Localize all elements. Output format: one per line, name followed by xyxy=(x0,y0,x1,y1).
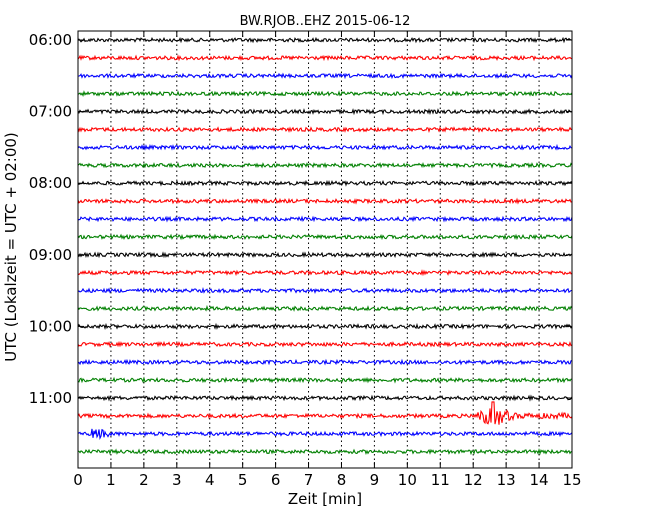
x-tick-label: 4 xyxy=(205,471,215,489)
x-grid xyxy=(110,31,540,468)
x-tick-label: 1 xyxy=(106,471,116,489)
trace-0645 xyxy=(77,90,573,97)
x-tick-label: 0 xyxy=(73,471,83,489)
trace-1145 xyxy=(77,448,573,456)
trace-0600 xyxy=(77,36,573,44)
x-tick-label: 3 xyxy=(172,471,182,489)
x-tick-label: 10 xyxy=(398,471,417,489)
trace-1100 xyxy=(77,394,573,402)
y-tick-label: 07:00 xyxy=(29,103,72,121)
trace-0900 xyxy=(77,251,573,259)
x-tick-label: 15 xyxy=(562,471,581,489)
x-tick-label: 2 xyxy=(139,471,149,489)
trace-0945 xyxy=(77,304,573,312)
x-tick-label: 14 xyxy=(530,471,549,489)
trace-0745 xyxy=(77,161,573,169)
x-tick-label: 12 xyxy=(464,471,483,489)
trace-1045 xyxy=(77,376,573,384)
trace-0730 xyxy=(77,143,573,151)
x-tick-label: 6 xyxy=(271,471,281,489)
x-ticks: 0 1 2 3 4 5 6 7 8 9 10 11 12 13 14 15 xyxy=(73,31,582,489)
trace-1130 xyxy=(77,428,573,440)
x-tick-label: 7 xyxy=(304,471,314,489)
trace-1000 xyxy=(77,322,573,331)
trace-0715 xyxy=(77,126,573,133)
trace-0700 xyxy=(77,108,573,116)
plot-frame xyxy=(77,30,573,469)
y-tick-label: 06:00 xyxy=(29,31,72,49)
trace-0845 xyxy=(77,233,573,241)
y-tick-label: 08:00 xyxy=(29,174,72,192)
x-tick-label: 13 xyxy=(497,471,516,489)
trace-0830 xyxy=(77,215,573,223)
y-tick-label: 10:00 xyxy=(29,317,72,335)
y-axis-label: UTC (Lokalzeit = UTC + 02:00) xyxy=(2,132,20,362)
traces xyxy=(77,36,573,456)
x-tick-label: 11 xyxy=(431,471,450,489)
y-tick-label: 11:00 xyxy=(29,389,72,407)
trace-1015 xyxy=(77,340,573,348)
x-tick-label: 5 xyxy=(238,471,248,489)
trace-0915 xyxy=(77,269,573,277)
x-tick-label: 8 xyxy=(337,471,347,489)
trace-0630 xyxy=(77,72,573,80)
trace-0930 xyxy=(77,286,573,294)
trace-1115 xyxy=(77,401,573,425)
trace-0815 xyxy=(77,197,573,205)
x-axis-label: Zeit [min] xyxy=(288,490,362,508)
y-tick-label: 09:00 xyxy=(29,246,72,264)
x-tick-label: 9 xyxy=(370,471,380,489)
trace-0615 xyxy=(77,54,573,62)
y-ticks: 06:00 07:00 08:00 09:00 10:00 11:00 xyxy=(29,31,572,407)
trace-0800 xyxy=(77,179,573,187)
chart-title: BW.RJOB..EHZ 2015-06-12 xyxy=(240,14,411,29)
trace-1030 xyxy=(77,358,573,366)
